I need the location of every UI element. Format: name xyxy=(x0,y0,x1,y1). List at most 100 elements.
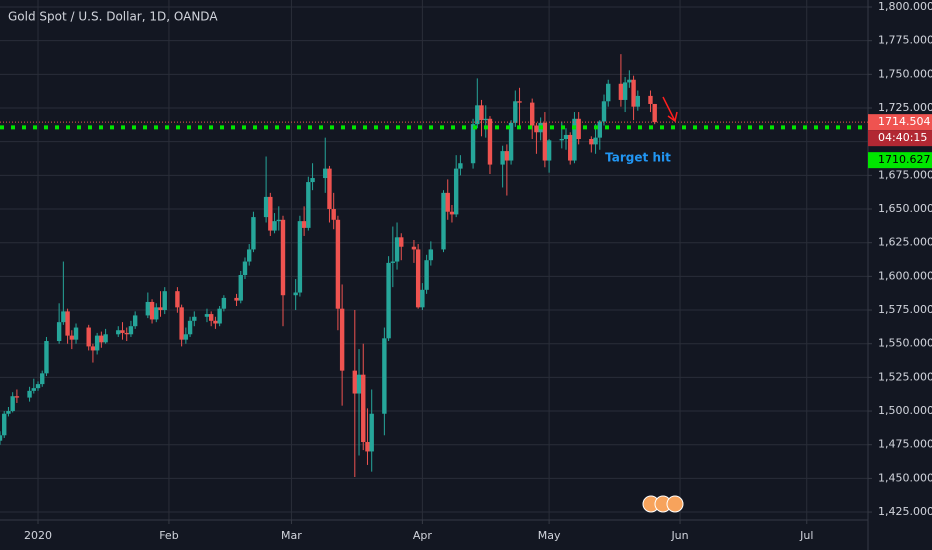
x-tick-label: Feb xyxy=(159,529,178,542)
candle-body xyxy=(386,262,391,339)
candle-body xyxy=(339,308,345,371)
candle-body xyxy=(162,291,167,311)
y-tick-label: 1,675.000 xyxy=(878,168,932,181)
y-tick-label: 1,650.000 xyxy=(878,202,932,215)
candle-body xyxy=(132,315,138,327)
candle-body xyxy=(327,168,332,210)
candle-body xyxy=(94,335,100,351)
candle-body xyxy=(120,330,125,333)
candle-body xyxy=(546,140,552,161)
candle-body xyxy=(61,311,66,323)
candle-body xyxy=(441,192,446,250)
candle-body xyxy=(335,219,341,309)
countdown: 04:40:15 xyxy=(878,131,927,144)
arrow xyxy=(662,96,678,123)
grid xyxy=(0,0,868,520)
candle-body xyxy=(576,118,581,139)
x-tick-label: 2020 xyxy=(24,529,52,542)
candle-body xyxy=(411,246,417,250)
candle-body xyxy=(306,182,311,228)
y-tick-label: 1,575.000 xyxy=(878,303,932,316)
candle-body xyxy=(31,388,36,391)
candle-body xyxy=(103,334,108,343)
candle-body xyxy=(280,219,286,296)
candle-body xyxy=(116,330,121,335)
candle-body xyxy=(648,95,653,104)
candle-body xyxy=(627,79,632,83)
candle-body xyxy=(14,396,20,398)
candle-body xyxy=(394,237,400,262)
candle-body xyxy=(597,121,602,138)
candle-body xyxy=(35,384,41,389)
candle-body xyxy=(356,374,362,394)
candle-body xyxy=(508,122,514,161)
candle-body xyxy=(213,320,218,324)
candle-body xyxy=(601,101,607,122)
y-tick-label: 1,550.000 xyxy=(878,337,932,350)
candle-body xyxy=(479,105,484,121)
candle-body xyxy=(90,346,96,351)
candle-body xyxy=(10,396,15,412)
candle-body xyxy=(483,118,488,121)
candle-body xyxy=(149,301,155,320)
candle-body xyxy=(297,221,303,293)
y-tick-label: 1,425.000 xyxy=(878,505,932,518)
candle-body xyxy=(158,307,163,311)
candle-body xyxy=(589,138,594,145)
y-tick-label: 1,500.000 xyxy=(878,404,932,417)
candle-body xyxy=(563,134,569,139)
y-tick-label: 1,750.000 xyxy=(878,67,932,80)
candle-body xyxy=(179,307,184,340)
price-label: 1714.504 xyxy=(878,115,931,128)
candle-body xyxy=(40,373,45,385)
candle-body xyxy=(517,101,522,103)
candle-body xyxy=(204,314,210,317)
price-label-box xyxy=(868,114,932,131)
candle-body xyxy=(238,275,243,301)
x-tick-label: Jul xyxy=(799,529,813,542)
candle-body xyxy=(652,103,657,123)
candle-body xyxy=(568,134,573,161)
candle-body xyxy=(247,249,252,262)
candle-body xyxy=(27,390,32,398)
candle-body xyxy=(242,261,248,276)
y-tick-label: 1,725.000 xyxy=(878,101,932,114)
candle-body xyxy=(415,249,421,308)
candle-body xyxy=(331,209,336,220)
candle-body xyxy=(382,338,387,414)
candle-body xyxy=(635,95,641,107)
candle-body xyxy=(175,291,180,308)
candle-body xyxy=(73,327,79,340)
candle-body xyxy=(559,138,564,141)
candle-body xyxy=(234,297,239,301)
candle-body xyxy=(428,249,434,261)
candle-body xyxy=(453,168,459,215)
x-tick-label: Mar xyxy=(281,529,302,542)
candle-body xyxy=(44,341,49,374)
countdown-box xyxy=(868,130,932,147)
candle-body xyxy=(6,411,11,414)
candle-body xyxy=(470,124,476,164)
chart-title: Gold Spot / U.S. Dollar, 1D, OANDA xyxy=(8,10,218,24)
candle-body xyxy=(352,370,358,394)
candle-body xyxy=(187,320,193,335)
candle-body xyxy=(449,211,455,215)
candle-body xyxy=(263,196,269,218)
candle-body xyxy=(0,435,3,441)
candle-body xyxy=(420,289,425,308)
candle-body xyxy=(504,151,510,161)
candle-body xyxy=(593,137,598,145)
candle-body xyxy=(2,413,7,436)
y-tick-label: 1,775.000 xyxy=(878,34,932,47)
candle-body xyxy=(530,102,535,126)
candle-body xyxy=(390,261,396,263)
candle-body xyxy=(323,168,328,179)
y-tick-label: 1,525.000 xyxy=(878,370,932,383)
y-tick-label: 1,800.000 xyxy=(878,0,932,13)
candle-body xyxy=(487,118,493,165)
target-label-box xyxy=(868,152,932,169)
candle-body xyxy=(217,308,222,324)
candle-body xyxy=(154,307,159,320)
candle-body xyxy=(534,125,539,133)
candle-body xyxy=(293,292,298,296)
